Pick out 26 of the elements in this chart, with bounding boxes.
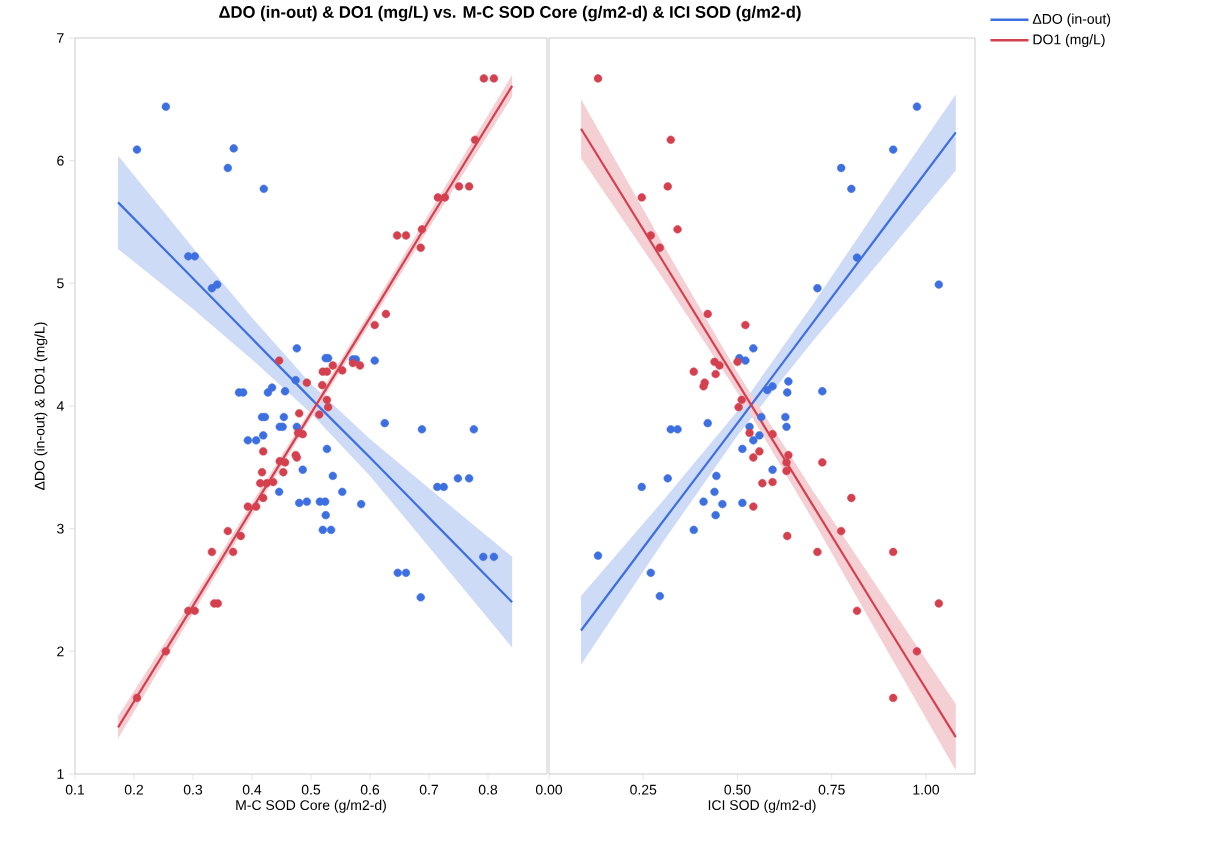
x-tick-label: 0.8 [478,784,498,795]
x-tick-label: 0.3 [183,784,203,795]
x-tick-label: 0.00 [535,784,563,795]
y-tick-label: 1 [57,769,64,779]
y-tick-label: 6 [57,155,64,166]
chart-title: ΔDO (in-out) & DO1 (mg/L) vs. M-C SOD Core (g/m2-d) & ICI SOD (g/m2-d) [219,5,801,22]
y-tick-label: 7 [57,33,64,43]
x-tick-label: 0.7 [419,784,439,795]
x-tick-label: 1.00 [913,784,940,795]
x-axis-title: M-C SOD Core (g/m2-d) [236,799,386,813]
y-tick-label: 4 [56,401,64,411]
x-tick-label: 0.25 [630,784,657,795]
y-axis-title: ΔDO (in-out) & DO1 (mg/L) [34,322,48,490]
x-tick-label: 0.75 [818,784,845,795]
x-tick-label: 0.4 [242,784,262,795]
x-tick-label: 0.1 [65,784,85,795]
x-tick-label: 0.50 [724,784,751,795]
x-tick-label: 0.2 [124,784,144,795]
x-axis-title: ICI SOD (g/m2-d) [708,799,816,813]
legend-label: DO1 (mg/L) [1033,34,1105,48]
x-tick-label: 0.6 [360,784,380,795]
y-tick-label: 3 [57,523,64,534]
legend-label: ΔDO (in-out) [1032,13,1111,27]
y-tick-label: 5 [57,278,64,289]
x-tick-label: 0.5 [301,784,321,795]
y-tick-label: 2 [57,646,64,657]
